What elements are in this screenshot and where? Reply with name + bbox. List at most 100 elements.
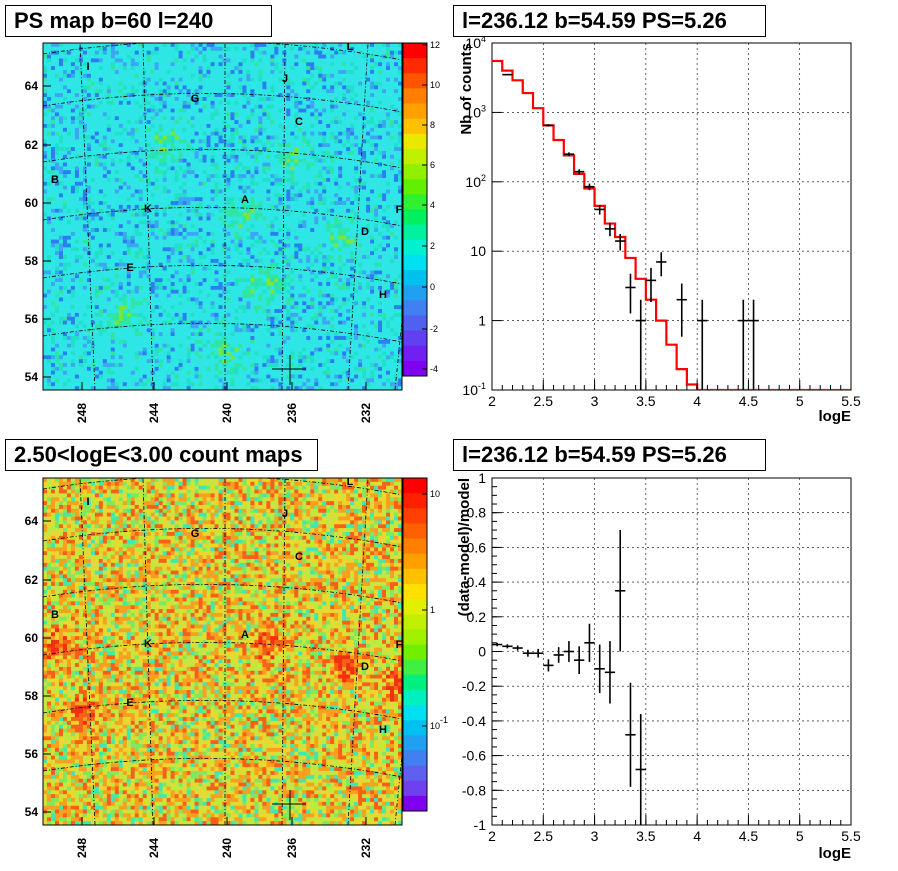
map-cell bbox=[190, 96, 195, 102]
map-cell bbox=[110, 177, 116, 183]
map-cell bbox=[226, 170, 231, 175]
map-cell bbox=[94, 127, 100, 132]
map-cell bbox=[82, 46, 88, 52]
map-cell bbox=[122, 231, 128, 237]
map-cell bbox=[98, 316, 104, 321]
map-cell bbox=[258, 251, 263, 256]
map-cell bbox=[214, 282, 219, 287]
map-cell bbox=[178, 96, 183, 102]
map-cell bbox=[58, 370, 64, 375]
map-cell bbox=[86, 343, 92, 348]
map-cell bbox=[82, 220, 88, 225]
map-cell bbox=[86, 204, 92, 210]
map-cell bbox=[134, 77, 140, 82]
map-cell bbox=[86, 212, 92, 217]
map-cell bbox=[206, 235, 211, 240]
map-cell bbox=[186, 262, 191, 267]
map-cell bbox=[254, 363, 259, 368]
map-cell bbox=[234, 147, 239, 152]
map-cell bbox=[86, 289, 92, 294]
map-cell bbox=[186, 274, 191, 279]
map-cell bbox=[46, 359, 52, 364]
map-cell bbox=[186, 54, 191, 59]
map-cell bbox=[62, 324, 68, 329]
map-cell bbox=[234, 324, 239, 329]
map-cell bbox=[190, 258, 195, 264]
map-cell bbox=[186, 293, 191, 298]
map-cell bbox=[166, 266, 171, 271]
map-cell bbox=[238, 116, 243, 121]
map-cell bbox=[254, 89, 259, 94]
map-cell bbox=[194, 355, 199, 360]
map-cell bbox=[162, 355, 167, 360]
map-cell bbox=[218, 66, 223, 71]
map-cell bbox=[146, 301, 151, 306]
map-cell bbox=[130, 66, 136, 71]
map-cell bbox=[118, 93, 124, 98]
map-cell bbox=[214, 370, 219, 375]
map-cell bbox=[146, 181, 151, 186]
map-cell bbox=[226, 208, 231, 213]
map-cell bbox=[206, 212, 211, 217]
map-cell bbox=[194, 312, 199, 318]
map-cell bbox=[122, 374, 128, 379]
map-cell bbox=[214, 177, 219, 183]
map-cell bbox=[150, 89, 155, 94]
map-cell bbox=[74, 320, 80, 325]
map-cell bbox=[130, 139, 136, 144]
map-cell bbox=[182, 73, 187, 78]
map-cell bbox=[258, 220, 263, 225]
map-cell bbox=[58, 112, 64, 117]
map-cell bbox=[178, 108, 183, 113]
map-cell bbox=[150, 363, 155, 368]
map-cell bbox=[126, 366, 132, 372]
map-cell bbox=[206, 270, 211, 275]
map-cell bbox=[234, 143, 239, 148]
map-cell bbox=[186, 96, 191, 102]
map-cell bbox=[130, 382, 136, 387]
map-cell bbox=[166, 262, 171, 267]
map-cell bbox=[98, 96, 104, 102]
map-cell bbox=[86, 170, 92, 175]
map-cell bbox=[114, 262, 120, 267]
map-cell bbox=[54, 293, 60, 298]
map-cell bbox=[102, 359, 108, 364]
map-cell bbox=[142, 131, 148, 136]
map-cell bbox=[218, 220, 223, 225]
map-cell bbox=[254, 374, 259, 379]
map-cell bbox=[126, 220, 132, 225]
map-cell bbox=[134, 197, 140, 202]
map-cell bbox=[226, 328, 231, 333]
map-cell bbox=[226, 289, 231, 294]
map-cell bbox=[102, 305, 108, 310]
map-cell bbox=[206, 177, 211, 183]
map-cell bbox=[86, 62, 92, 67]
map-cell bbox=[90, 324, 96, 329]
map-cell bbox=[50, 359, 56, 364]
map-cell bbox=[110, 69, 116, 75]
map-cell bbox=[114, 54, 120, 59]
map-cell bbox=[122, 301, 128, 306]
map-cell bbox=[43, 93, 48, 98]
map-cell bbox=[182, 108, 187, 113]
map-cell bbox=[250, 116, 255, 121]
map-cell bbox=[138, 216, 144, 221]
map-cell bbox=[258, 181, 263, 186]
map-cell bbox=[46, 162, 52, 167]
map-cell bbox=[142, 143, 148, 148]
map-cell bbox=[142, 366, 148, 372]
map-cell bbox=[134, 139, 140, 144]
map-cell bbox=[242, 189, 247, 194]
map-cell bbox=[250, 185, 255, 190]
map-cell bbox=[258, 139, 263, 144]
map-cell bbox=[58, 278, 64, 283]
map-cell bbox=[54, 96, 60, 102]
map-cell bbox=[54, 197, 60, 202]
map-cell bbox=[206, 285, 211, 291]
map-cell bbox=[154, 378, 159, 383]
map-cell bbox=[58, 305, 64, 310]
map-cell bbox=[126, 293, 132, 298]
map-cell bbox=[230, 131, 235, 136]
map-cell bbox=[222, 208, 227, 213]
map-cell bbox=[242, 147, 247, 152]
